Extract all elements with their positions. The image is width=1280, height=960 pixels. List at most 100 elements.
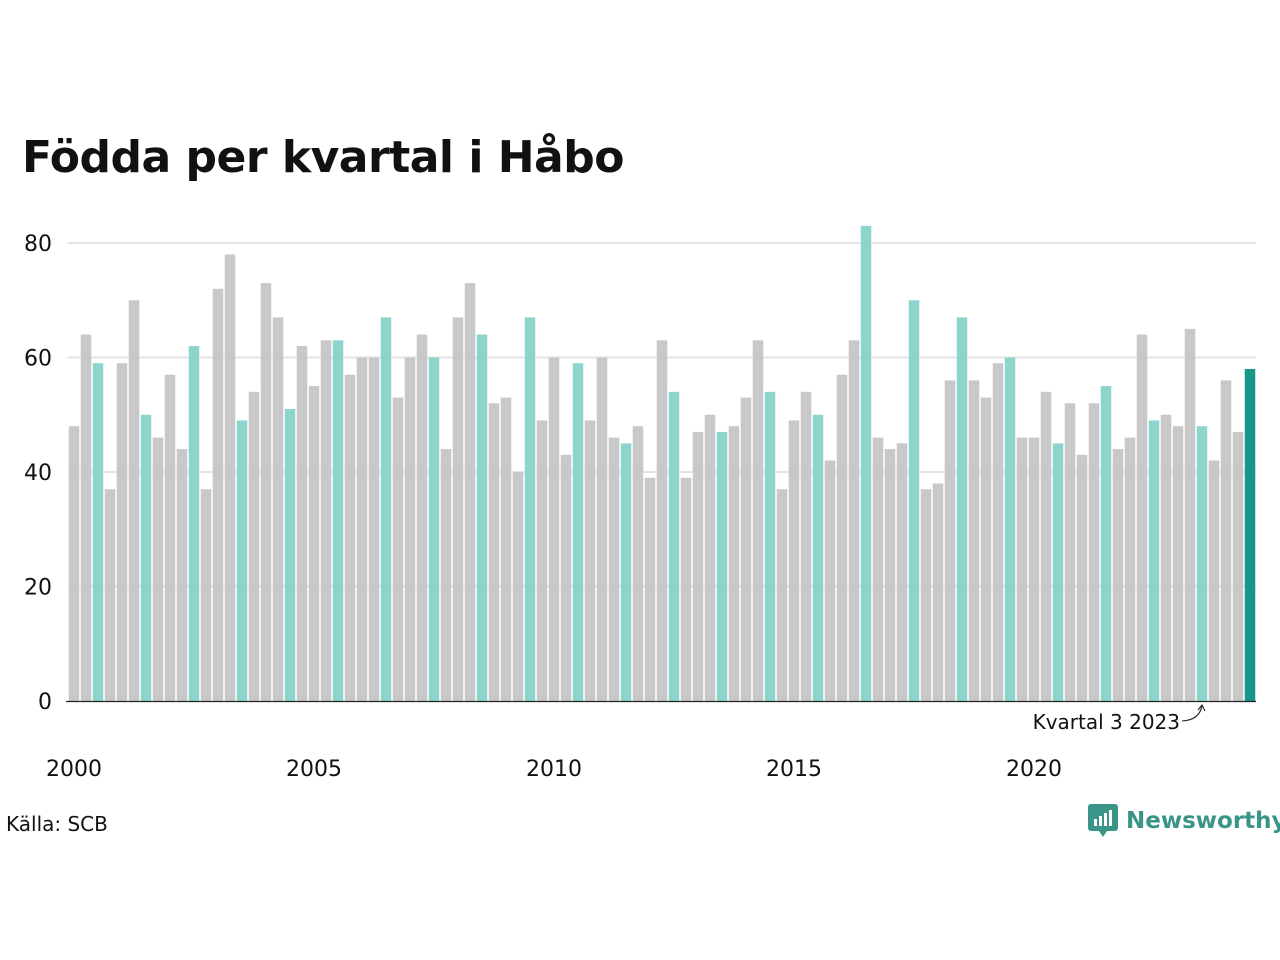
bar-2008K2 (464, 283, 476, 701)
bar-2005K1 (308, 386, 320, 701)
bar-2005K3 (332, 340, 344, 701)
bar-2018K3 (956, 317, 968, 701)
bar-2019K4 (1016, 437, 1028, 701)
bar-2000K2 (80, 334, 92, 701)
bar-2021K2 (1088, 403, 1100, 701)
x-tick-label: 2000 (46, 757, 102, 782)
bar-2001K1 (116, 363, 128, 701)
bar-2018K4 (968, 380, 980, 701)
bar-2013K4 (728, 426, 740, 701)
bar-2023K1 (1172, 426, 1184, 701)
y-tick-label: 40 (24, 461, 52, 486)
bar-2001K2 (128, 300, 140, 701)
bar-2012K3 (668, 391, 680, 701)
bar-2013K3 (716, 431, 728, 701)
bar-2019K2 (992, 363, 1004, 701)
bar-2013K2 (704, 414, 716, 701)
x-tick-label: 2010 (526, 757, 582, 782)
source-label: Källa: SCB (6, 812, 108, 836)
bar-2015K2 (800, 391, 812, 701)
bar-2022K1 (1124, 437, 1136, 701)
bar-2011K2 (608, 437, 620, 701)
bar-2020K3 (1052, 443, 1064, 701)
bar-2014K2 (752, 340, 764, 701)
bar-2006K4 (392, 397, 404, 701)
bar-2009K2 (512, 472, 524, 701)
bar-2014K1 (740, 397, 752, 701)
bar-2003K3 (236, 420, 248, 701)
y-tick-label: 20 (24, 576, 52, 601)
x-axis-labels: 2000 2005 2010 2015 2020 (46, 757, 1062, 782)
bar-2012K1 (644, 477, 656, 701)
bar-2009K1 (500, 397, 512, 701)
bar-2009K3 (524, 317, 536, 701)
bar-2004K3 (284, 409, 296, 701)
bar-2019K1 (980, 397, 992, 701)
bar-2005K2 (320, 340, 332, 701)
bar-2024K3 (1244, 368, 1256, 701)
bar-2016K4 (872, 437, 884, 701)
bar-2016K3 (860, 225, 872, 701)
bar-2022K4 (1160, 414, 1172, 701)
bar-2013K1 (692, 431, 704, 701)
bar-2022K3 (1148, 420, 1160, 701)
bar-2002K4 (200, 489, 212, 701)
bars (68, 225, 1256, 701)
bar-2020K4 (1064, 403, 1076, 701)
bar-2015K3 (812, 414, 824, 701)
bar-2001K4 (152, 437, 164, 701)
bar-2014K3 (764, 391, 776, 701)
x-tick-label: 2015 (766, 757, 822, 782)
bar-2024K1 (1220, 380, 1232, 701)
bar-2010K2 (560, 454, 572, 701)
bar-2008K4 (488, 403, 500, 701)
bar-2000K4 (104, 489, 116, 701)
annotation-arrow (1181, 703, 1206, 722)
bar-2006K1 (356, 357, 368, 701)
bar-2017K3 (908, 300, 920, 701)
bar-2006K2 (368, 357, 380, 701)
bar-2021K4 (1112, 449, 1124, 701)
y-tick-label: 60 (24, 347, 52, 372)
bar-2010K3 (572, 363, 584, 701)
bar-2018K1 (932, 483, 944, 701)
bar-2012K4 (680, 477, 692, 701)
bar-2001K3 (140, 414, 152, 701)
x-tick-label: 2005 (286, 757, 342, 782)
chart-title: Födda per kvartal i Håbo (22, 132, 624, 183)
newsworthy-logo-icon (1088, 804, 1118, 837)
bar-2021K3 (1100, 386, 1112, 701)
bar-2008K3 (476, 334, 488, 701)
bar-2016K1 (836, 374, 848, 701)
y-tick-label: 80 (24, 232, 52, 257)
bar-2007K1 (404, 357, 416, 701)
bar-2000K3 (92, 363, 104, 701)
bar-2010K4 (584, 420, 596, 701)
bar-2021K1 (1076, 454, 1088, 701)
bar-2014K4 (776, 489, 788, 701)
bar-2002K3 (188, 346, 200, 701)
bar-2015K4 (824, 460, 836, 701)
bar-2004K2 (272, 317, 284, 701)
bar-2010K1 (548, 357, 560, 701)
bar-2007K4 (440, 449, 452, 701)
annotation-label: Kvartal 3 2023 (1033, 710, 1180, 734)
bar-2004K4 (296, 346, 308, 701)
bar-2022K2 (1136, 334, 1148, 701)
bar-2023K3 (1196, 426, 1208, 701)
bar-2003K4 (248, 391, 260, 701)
bar-2003K1 (212, 288, 224, 701)
bar-2006K3 (380, 317, 392, 701)
bar-2011K3 (620, 443, 632, 701)
bar-2017K4 (920, 489, 932, 701)
bar-2011K4 (632, 426, 644, 701)
bar-2023K4 (1208, 460, 1220, 701)
bar-2009K4 (536, 420, 548, 701)
bar-2020K1 (1028, 437, 1040, 701)
x-tick-label: 2020 (1006, 757, 1062, 782)
bar-2007K2 (416, 334, 428, 701)
bar-2016K2 (848, 340, 860, 701)
y-tick-label: 0 (38, 690, 52, 715)
bar-2018K2 (944, 380, 956, 701)
